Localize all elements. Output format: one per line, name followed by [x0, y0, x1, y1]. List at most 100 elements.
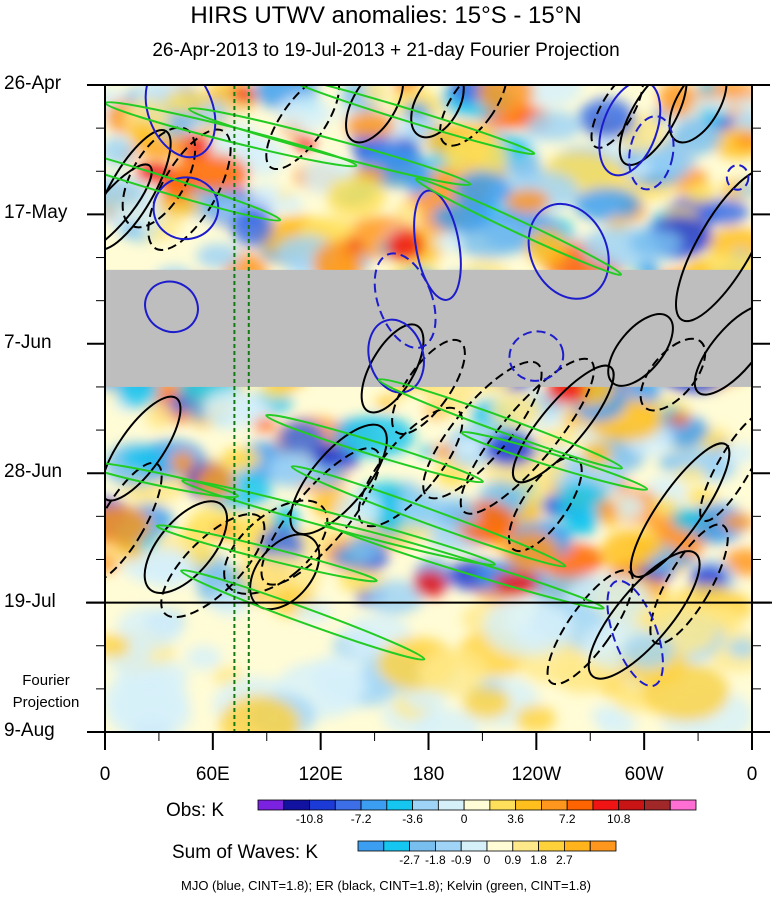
kelvin-contour [105, 460, 240, 499]
er-contour [587, 550, 701, 680]
field-patch [491, 393, 542, 430]
kelvin-contour [155, 524, 378, 583]
field-patch [397, 522, 434, 542]
field-patch [140, 555, 195, 588]
mjo-contour [598, 85, 662, 177]
field-patch [436, 503, 480, 527]
obs-colorbar-label: Obs: K [166, 800, 225, 821]
kelvin-contour [414, 177, 623, 276]
kelvin-contour [105, 133, 282, 222]
er-contour [360, 323, 425, 414]
x-tick-label: 60W [624, 764, 664, 785]
kelvin-contour [285, 85, 536, 156]
y-tick-label: 28-Jun [4, 461, 63, 483]
field-patch [342, 415, 415, 458]
field-patch [555, 481, 608, 525]
x-tick-label: 0 [99, 764, 111, 785]
waves-colorbar-label: Sum of Waves: K [172, 842, 319, 863]
x-tick-label: 180 [412, 764, 445, 785]
axis-ticks [87, 84, 770, 750]
mjo-contour [152, 176, 220, 241]
waves-colorbar-tick-label: 0.9 [504, 853, 522, 867]
field-patch [347, 535, 383, 563]
obs-colorbar-box [541, 799, 568, 811]
projection-patch [211, 591, 249, 617]
y-tick-label: 19-Jul [4, 590, 56, 612]
obs-colorbar-tick-label: -7.2 [350, 812, 372, 826]
er-contour [391, 338, 466, 436]
field-patch [685, 487, 719, 506]
field-patch [170, 451, 195, 474]
waves-colorbar-tick-label: -0.9 [450, 853, 472, 867]
obs-colorbar-box [437, 799, 465, 811]
obs-colorbar-box [515, 799, 542, 811]
obs-colorbar-box [669, 799, 697, 811]
x-tick-label: 120W [511, 764, 562, 785]
obs-colorbar-tick-label: 3.6 [507, 812, 524, 826]
footnote: MJO (blue, CINT=1.8); ER (black, CINT=1.… [181, 878, 591, 893]
field-patch [697, 85, 717, 94]
field-patch [721, 513, 752, 531]
waves-colorbar-box [383, 840, 410, 852]
field-patch [418, 445, 438, 458]
projection-patch [462, 686, 511, 719]
field-patch [671, 456, 690, 469]
field-patch [432, 201, 492, 233]
er-contour [422, 360, 543, 500]
mjo-contour [508, 330, 565, 382]
anomaly-field [105, 85, 752, 732]
mjo-contour [725, 164, 750, 191]
obs-colorbar-tick-label: 7.2 [558, 812, 576, 826]
field-patch [279, 419, 325, 457]
kelvin-contour [265, 413, 484, 484]
obs-colorbar-box [618, 799, 645, 811]
field-patch [674, 466, 707, 483]
er-contour [439, 85, 508, 147]
obs-colorbar-box [309, 799, 336, 811]
projection-patch [219, 696, 301, 732]
waves-colorbar-box [434, 840, 462, 852]
field-patch [667, 412, 691, 427]
x-tick-label: 120E [298, 764, 343, 785]
mjo-contour [144, 280, 199, 334]
mjo-contour [606, 579, 664, 688]
er-contour [160, 513, 266, 619]
field-patch [624, 162, 652, 178]
er-contour [674, 168, 752, 323]
y-tick-label: 17-May [4, 202, 68, 224]
projection-patch [414, 708, 480, 732]
er-contour [289, 423, 388, 536]
y-tick-label: 7-Jun [4, 331, 52, 353]
waves-colorbar-tick-label: -2.7 [399, 853, 420, 867]
waves-colorbar-tick-label: 2.7 [556, 853, 573, 867]
projection-patch [513, 623, 548, 646]
field-patch [231, 86, 254, 103]
field-patch [630, 229, 683, 257]
field-patch [276, 95, 332, 132]
er-contour [121, 126, 197, 229]
projection-patch [642, 663, 730, 722]
x-tick-label: 0 [746, 764, 758, 785]
field-patch [281, 195, 303, 214]
field-patch [453, 170, 512, 209]
obs-colorbar-box [334, 799, 362, 811]
chart-title: HIRS UTWV anomalies: 15°S - 15°N [190, 2, 582, 29]
er-contour [693, 304, 752, 396]
field-patch [164, 89, 209, 115]
field-patch [231, 206, 274, 247]
er-contour [546, 569, 634, 686]
mjo-contour [413, 189, 462, 301]
projection-patch [515, 705, 556, 732]
mjo-contour [367, 318, 425, 394]
y-tick-label: 9-Aug [4, 720, 55, 741]
er-contour [105, 129, 172, 251]
waves-colorbar-box [486, 840, 514, 852]
projection-patch [185, 645, 223, 670]
kelvin-contour [290, 465, 567, 568]
er-contour [618, 85, 688, 167]
kelvin-contour [460, 430, 649, 491]
field-patch [312, 443, 343, 468]
field-patch [452, 438, 485, 456]
er-contour [265, 85, 341, 171]
field-patch [601, 530, 655, 573]
